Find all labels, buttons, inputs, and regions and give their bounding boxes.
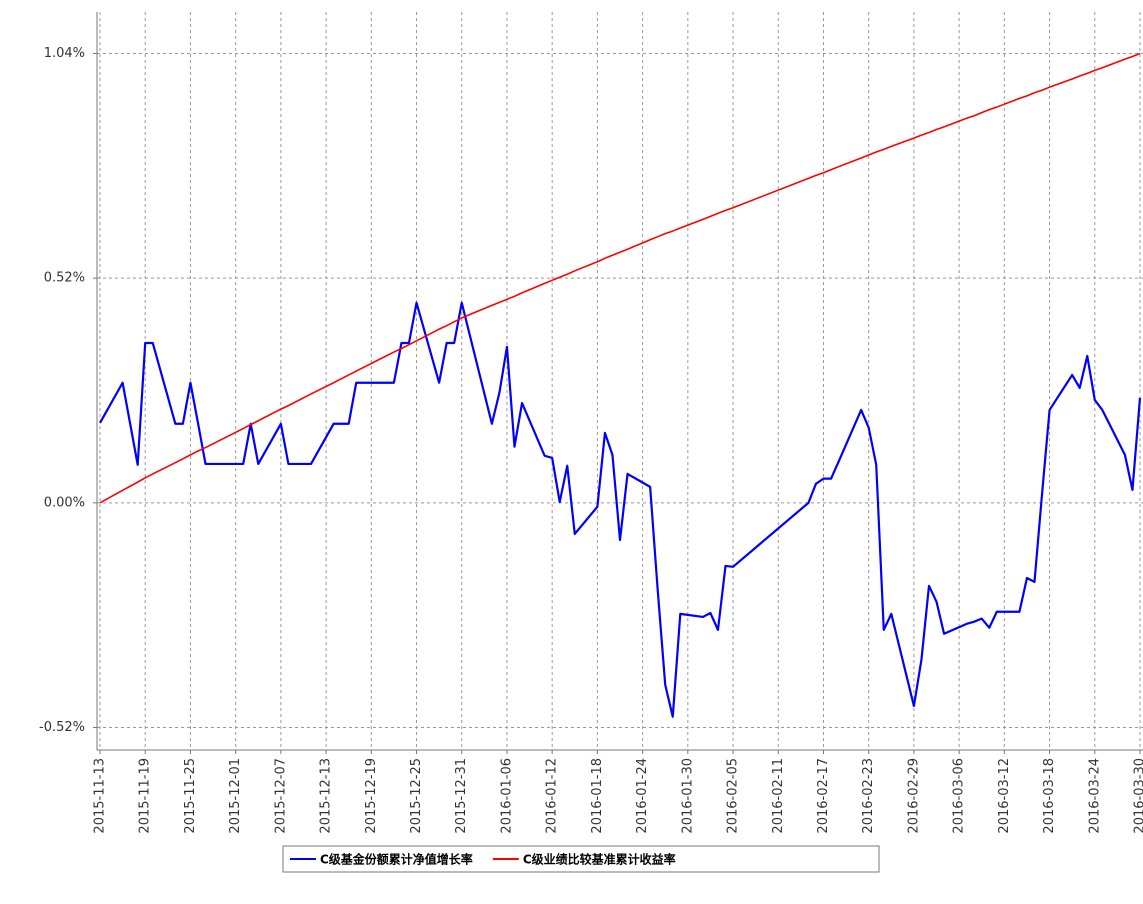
x-tick-label: 2016-03-30 <box>1133 758 1143 834</box>
x-tick-label: 2016-02-05 <box>726 758 741 834</box>
x-tick-label: 2015-12-13 <box>319 758 334 834</box>
x-tick-label: 2015-12-07 <box>273 758 288 834</box>
x-tick-label: 2016-02-29 <box>906 758 921 834</box>
x-tick-label: 2016-03-12 <box>997 758 1012 834</box>
x-tick-label: 2016-02-11 <box>771 758 786 834</box>
x-tick-label: 2015-12-19 <box>364 758 379 834</box>
legend-box <box>282 845 880 873</box>
x-tick-label: 2015-11-13 <box>93 758 108 834</box>
x-tick-label: 2016-03-18 <box>1042 758 1057 834</box>
x-tick-label: 2015-11-19 <box>138 758 153 834</box>
legend-label: C级基金份额累计净值增长率 <box>320 852 473 867</box>
x-tick-label: 2016-01-18 <box>590 758 605 834</box>
x-tick-label: 2015-12-25 <box>409 758 424 834</box>
x-tick-label: 2016-01-12 <box>545 758 560 834</box>
x-tick-label: 2015-12-31 <box>454 758 469 834</box>
x-tick-label: 2016-01-24 <box>635 758 650 834</box>
x-tick-label: 2016-01-30 <box>680 758 695 834</box>
series-line <box>99 301 1142 718</box>
x-tick-label: 2015-11-25 <box>183 758 198 834</box>
x-tick-label: 2015-12-01 <box>228 758 243 834</box>
x-tick-label: 2016-02-17 <box>816 758 831 834</box>
x-tick-label: 2016-01-06 <box>499 758 514 834</box>
x-tick-label: 2016-03-06 <box>952 758 967 834</box>
y-tick-label: 0.52% <box>44 271 85 286</box>
x-tick-label: 2016-02-23 <box>861 758 876 834</box>
y-tick-label: 1.04% <box>44 46 85 61</box>
series-line <box>99 52 1141 504</box>
legend-label: C级业绩比较基准累计收益率 <box>523 852 676 867</box>
y-tick-label: 0.00% <box>44 495 85 510</box>
y-tick-label: -0.52% <box>39 720 85 735</box>
x-tick-label: 2016-03-24 <box>1087 758 1102 834</box>
